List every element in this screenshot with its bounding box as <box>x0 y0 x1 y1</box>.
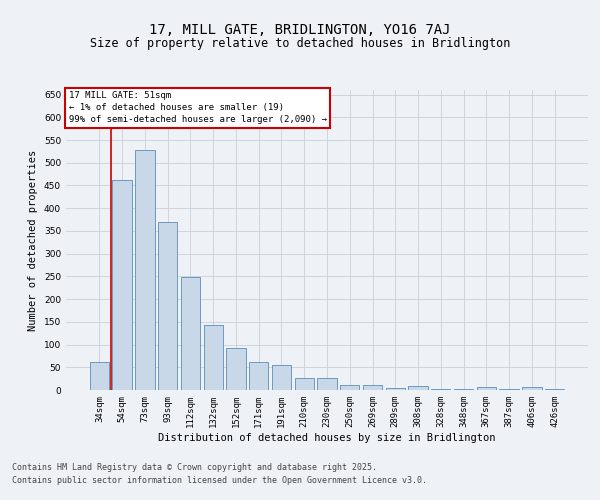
Bar <box>295 378 314 390</box>
Bar <box>545 388 564 390</box>
Bar <box>522 388 542 390</box>
Bar <box>203 325 223 390</box>
Bar <box>112 180 132 390</box>
Text: 17 MILL GATE: 51sqm
← 1% of detached houses are smaller (19)
99% of semi-detache: 17 MILL GATE: 51sqm ← 1% of detached hou… <box>68 92 326 124</box>
Bar <box>90 362 109 390</box>
Text: 17, MILL GATE, BRIDLINGTON, YO16 7AJ: 17, MILL GATE, BRIDLINGTON, YO16 7AJ <box>149 22 451 36</box>
Text: Contains public sector information licensed under the Open Government Licence v3: Contains public sector information licen… <box>12 476 427 485</box>
Bar <box>181 278 200 390</box>
Bar <box>454 388 473 390</box>
Y-axis label: Number of detached properties: Number of detached properties <box>28 150 38 330</box>
Bar <box>476 388 496 390</box>
Bar <box>158 222 178 390</box>
Bar <box>135 150 155 390</box>
Bar <box>499 388 519 390</box>
Bar <box>249 362 268 390</box>
Bar <box>340 385 359 390</box>
Bar <box>363 385 382 390</box>
Bar <box>226 348 245 390</box>
Bar <box>431 388 451 390</box>
Bar <box>409 386 428 390</box>
Bar <box>386 388 405 390</box>
Bar <box>272 365 291 390</box>
Text: Size of property relative to detached houses in Bridlington: Size of property relative to detached ho… <box>90 38 510 51</box>
Bar <box>317 378 337 390</box>
Text: Contains HM Land Registry data © Crown copyright and database right 2025.: Contains HM Land Registry data © Crown c… <box>12 464 377 472</box>
X-axis label: Distribution of detached houses by size in Bridlington: Distribution of detached houses by size … <box>158 432 496 442</box>
